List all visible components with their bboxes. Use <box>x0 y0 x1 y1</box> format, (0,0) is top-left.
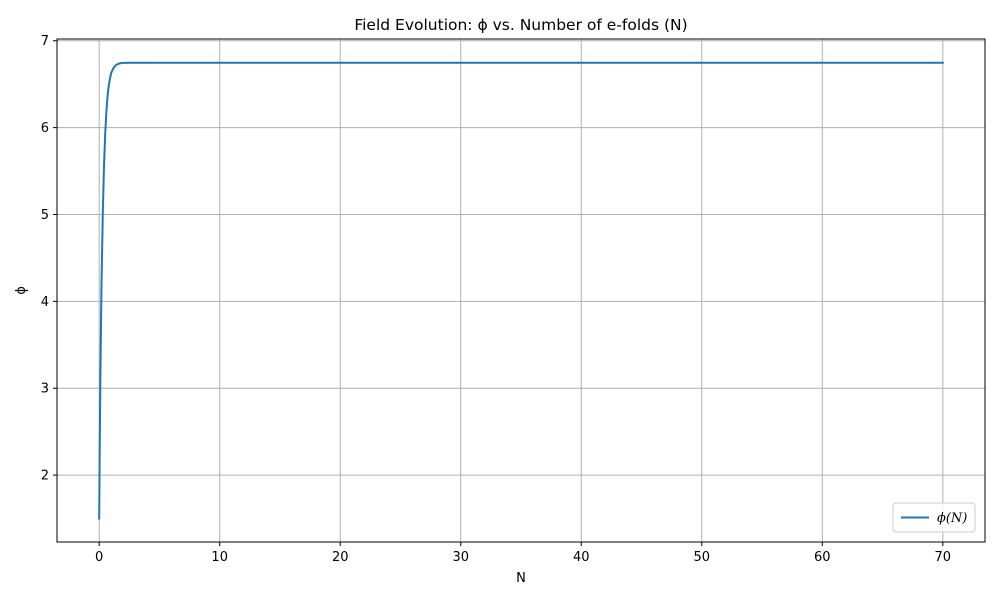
x-tick-label: 30 <box>452 550 469 565</box>
y-tick-label: 3 <box>41 382 49 397</box>
y-tick-label: 4 <box>41 295 49 310</box>
series-line <box>98 61 944 520</box>
x-tick-label: 20 <box>332 550 349 565</box>
y-axis-title: ϕ <box>14 286 29 295</box>
y-tick-label: 7 <box>41 34 49 49</box>
x-tick-label: 0 <box>95 550 103 565</box>
legend-label: ϕ(N) <box>937 511 967 526</box>
legend-box <box>892 502 976 533</box>
x-tick-label: 50 <box>694 550 711 565</box>
x-tick-label: 60 <box>814 550 831 565</box>
x-tick-label: 40 <box>573 550 590 565</box>
chart-title: Field Evolution: ϕ vs. Number of e-folds… <box>354 16 687 34</box>
y-tick-label: 2 <box>41 469 49 484</box>
y-tick-label: 6 <box>41 121 49 136</box>
x-axis-title: N <box>516 571 526 586</box>
legend: ϕ(N) <box>892 502 976 533</box>
series-layer <box>98 61 944 520</box>
x-tick-label: 10 <box>211 550 228 565</box>
y-tick-label: 5 <box>41 208 49 223</box>
tick-layer: 0 10 20 30 40 50 60 70 2 3 4 5 6 7 <box>41 34 951 565</box>
plot-area-frame <box>56 38 986 543</box>
x-tick-label: 70 <box>935 550 952 565</box>
grid-layer <box>57 39 985 542</box>
